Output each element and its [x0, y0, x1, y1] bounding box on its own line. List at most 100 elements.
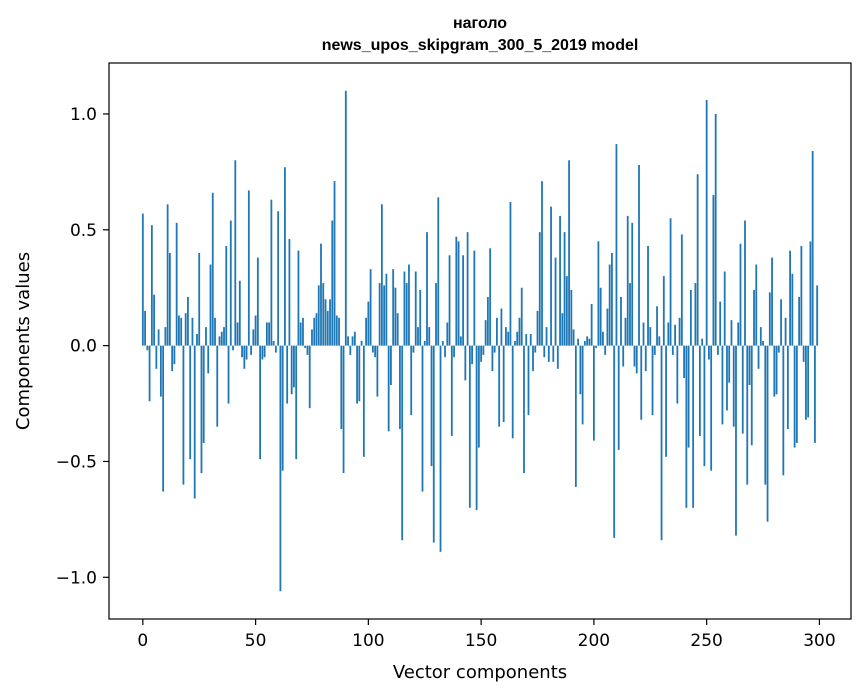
bar-4 [150, 225, 153, 346]
bar-45 [243, 345, 246, 369]
bar-274 [759, 327, 762, 346]
bar-23 [193, 345, 196, 499]
bar-70 [299, 322, 302, 346]
bar-260 [728, 345, 731, 383]
bar-226 [651, 345, 654, 416]
bar-178 [543, 345, 546, 358]
bar-13 [171, 345, 174, 372]
bar-55 [265, 322, 268, 346]
bar-84 [331, 220, 334, 346]
bar-88 [340, 345, 343, 430]
x-axis-label: Vector components [393, 662, 567, 683]
bar-234 [669, 218, 672, 346]
bar-87 [338, 317, 340, 346]
bar-251 [708, 345, 710, 360]
bar-43 [238, 280, 241, 346]
bar-107 [383, 285, 386, 346]
bar-113 [396, 313, 399, 346]
bar-77 [315, 313, 318, 346]
bar-10 [164, 327, 167, 346]
bar-129 [432, 345, 435, 543]
bar-203 [599, 287, 602, 346]
bar-25 [198, 252, 201, 346]
bar-39 [229, 220, 232, 346]
bar-145 [468, 345, 471, 508]
bar-144 [466, 232, 469, 346]
bar-21 [189, 345, 192, 460]
bar-217 [631, 222, 634, 346]
bar-24 [196, 334, 198, 346]
bar-20 [187, 296, 189, 346]
bar-245 [694, 283, 697, 346]
bar-12 [168, 252, 171, 346]
bar-122 [417, 327, 419, 346]
bar-160 [502, 345, 505, 423]
bar-86 [335, 315, 338, 346]
bar-179 [545, 327, 548, 346]
bar-174 [534, 345, 537, 353]
bar-37 [225, 246, 228, 346]
bar-44 [241, 345, 243, 358]
bar-184 [556, 345, 559, 369]
bar-98 [362, 345, 365, 457]
bar-273 [757, 345, 760, 369]
bar-237 [676, 345, 679, 404]
bar-261 [730, 320, 733, 346]
bar-233 [667, 322, 670, 346]
bar-137 [450, 345, 453, 436]
bar-128 [430, 345, 433, 467]
bar-101 [369, 269, 372, 346]
chart-title: наголо [453, 15, 507, 32]
bar-181 [550, 206, 552, 346]
bar-153 [486, 296, 489, 346]
bar-286 [786, 345, 789, 430]
bar-253 [712, 195, 715, 346]
bar-90 [344, 90, 347, 346]
bar-159 [500, 308, 503, 346]
bar-15 [175, 222, 178, 346]
bar-112 [394, 287, 397, 346]
bar-275 [762, 341, 764, 346]
bar-284 [782, 345, 785, 476]
bar-31 [211, 192, 214, 346]
bar-228 [656, 306, 658, 346]
bar-291 [798, 296, 801, 346]
bar-7 [157, 329, 160, 346]
bar-82 [326, 310, 329, 346]
bar-118 [408, 264, 410, 346]
bar-114 [399, 345, 401, 430]
bar-108 [385, 273, 388, 346]
bar-103 [374, 345, 377, 358]
bar-89 [342, 345, 345, 474]
bar-247 [698, 345, 701, 436]
bar-64 [286, 345, 289, 404]
y-tick-label: −1.0 [56, 568, 97, 588]
bar-183 [554, 257, 557, 346]
bar-173 [532, 345, 534, 372]
bar-263 [735, 345, 737, 536]
bar-157 [496, 317, 498, 346]
bar-188 [565, 276, 568, 346]
bar-139 [455, 236, 458, 346]
bar-36 [223, 327, 225, 346]
bar-239 [680, 234, 683, 346]
bar-264 [737, 322, 740, 346]
bar-267 [744, 220, 746, 346]
bar-285 [784, 317, 787, 346]
bar-152 [484, 320, 487, 346]
bar-111 [392, 269, 395, 346]
bar-140 [457, 241, 460, 346]
bar-165 [514, 341, 516, 346]
bar-54 [263, 345, 266, 358]
bar-281 [775, 345, 778, 395]
bar-224 [647, 246, 649, 346]
bar-38 [227, 345, 230, 404]
bar-195 [581, 345, 584, 425]
y-tick-label: 1.0 [70, 105, 97, 125]
bar-9 [162, 345, 165, 492]
x-axis-ticks: 0 50 100 150 200 250 300 [137, 619, 836, 651]
bar-69 [297, 250, 300, 346]
x-tick-label: 50 [245, 631, 267, 651]
bar-119 [410, 345, 413, 416]
bar-72 [304, 345, 307, 348]
